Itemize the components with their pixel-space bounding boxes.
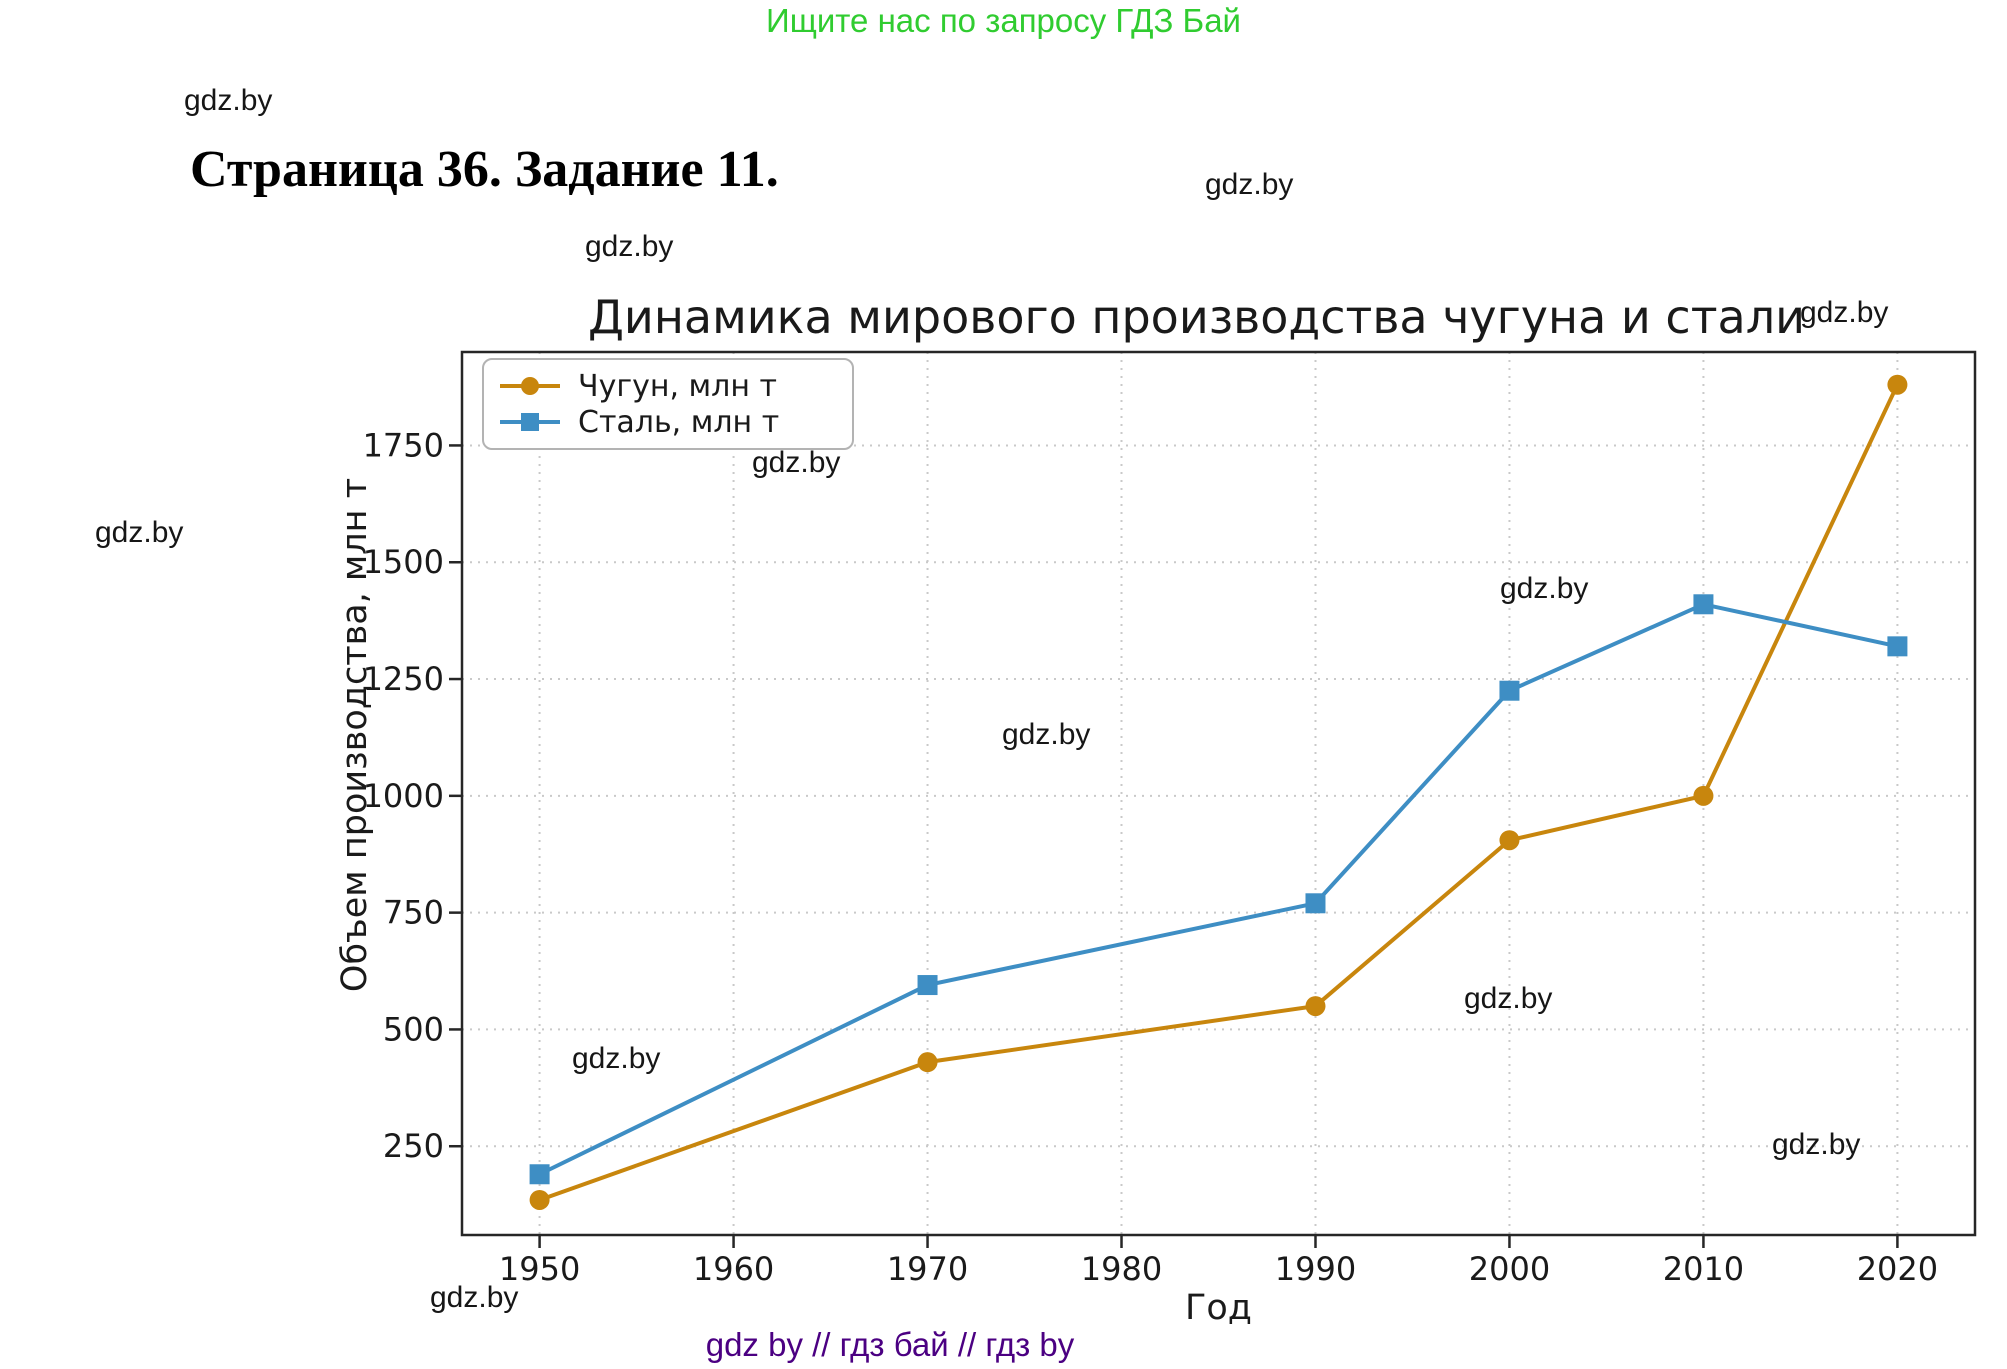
x-axis-label: Год: [1185, 1288, 1252, 1328]
watermark: gdz.by: [430, 1281, 519, 1314]
data-point-square: [529, 1164, 550, 1185]
footer-links: gdz by // гдз бай // гдз by: [705, 1326, 1075, 1363]
chart-legend: Чугун, млн т Сталь, млн т: [482, 358, 854, 450]
data-point-square: [1499, 680, 1520, 701]
legend-label: Чугун, млн т: [578, 368, 777, 404]
data-point-square: [1693, 594, 1714, 615]
data-point-square: [1305, 893, 1326, 914]
data-point-circle: [917, 1052, 938, 1073]
watermark: gdz.by: [1464, 982, 1553, 1015]
legend-label: Сталь, млн т: [578, 404, 780, 440]
y-tick-label: 1500: [363, 543, 444, 581]
data-point-circle: [529, 1189, 550, 1210]
y-axis-label: Объем производства, млн т: [335, 477, 375, 993]
legend-square-sample-icon: [500, 413, 560, 431]
x-tick-label: 1980: [1081, 1250, 1162, 1288]
y-tick-label: 1250: [363, 660, 444, 698]
promo-banner: Ищите нас по запросу ГДЗ Бай: [766, 2, 1241, 39]
watermark: gdz.by: [1772, 1128, 1861, 1161]
watermark: gdz.by: [752, 446, 841, 479]
y-tick-label: 250: [383, 1127, 444, 1165]
series-line-square: [538, 602, 1898, 1177]
x-tick-label: 1990: [1275, 1250, 1356, 1288]
watermark: gdz.by: [184, 84, 273, 117]
legend-circle-sample-icon: [500, 377, 560, 395]
watermark: gdz.by: [572, 1042, 661, 1075]
series-line-circle: [538, 383, 1900, 1202]
data-point-square: [1887, 636, 1908, 657]
watermark: gdz.by: [1500, 572, 1589, 605]
page-title: Страница 36. Задание 11.: [190, 141, 779, 198]
x-tick-label: 1970: [887, 1250, 968, 1288]
y-tick-label: 500: [383, 1010, 444, 1048]
data-point-circle: [1305, 996, 1326, 1017]
x-tick-label: 2020: [1857, 1250, 1938, 1288]
watermark: gdz.by: [95, 516, 184, 549]
legend-row: Сталь, млн т: [498, 405, 838, 440]
data-point-circle: [1887, 374, 1908, 395]
y-tick-label: 1000: [363, 777, 444, 815]
y-tick-label: 750: [383, 894, 444, 932]
y-tick-label: 1750: [363, 426, 444, 464]
data-point-square: [917, 975, 938, 996]
x-tick-label: 2000: [1469, 1250, 1550, 1288]
watermark: gdz.by: [1002, 718, 1091, 751]
watermark: gdz.by: [1800, 296, 1889, 329]
x-tick-label: 1950: [499, 1250, 580, 1288]
legend-row: Чугун, млн т: [498, 369, 838, 404]
watermark: gdz.by: [585, 230, 674, 263]
watermark: gdz.by: [1205, 168, 1294, 201]
x-tick-label: 1960: [693, 1250, 774, 1288]
data-point-circle: [1693, 785, 1714, 806]
plot-border: [460, 350, 1977, 1237]
x-tick-label: 2010: [1663, 1250, 1744, 1288]
data-point-circle: [1499, 830, 1520, 851]
chart-title: Динамика мирового производства чугуна и …: [587, 290, 1806, 344]
